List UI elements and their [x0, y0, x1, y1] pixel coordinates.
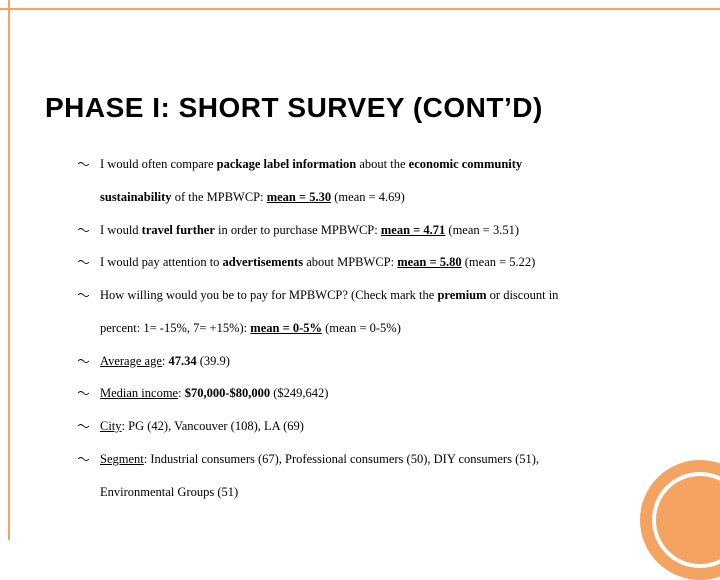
page-title: PHASE I: SHORT SURVEY (CONT’D): [45, 92, 543, 124]
border-left: [8, 0, 10, 540]
border-top: [0, 8, 720, 10]
list-item: How willing would you be to pay for MPBW…: [78, 286, 668, 338]
bullet-list: I would often compare package label info…: [78, 155, 668, 515]
list-item: City: PG (42), Vancouver (108), LA (69): [78, 417, 668, 436]
list-item: I would often compare package label info…: [78, 155, 668, 207]
list-item: Segment: Industrial consumers (67), Prof…: [78, 450, 668, 502]
list-item: I would travel further in order to purch…: [78, 221, 668, 240]
list-item: I would pay attention to advertisements …: [78, 253, 668, 272]
list-item: Average age: 47.34 (39.9): [78, 352, 668, 371]
list-item: Median income: $70,000-$80,000 ($249,642…: [78, 384, 668, 403]
